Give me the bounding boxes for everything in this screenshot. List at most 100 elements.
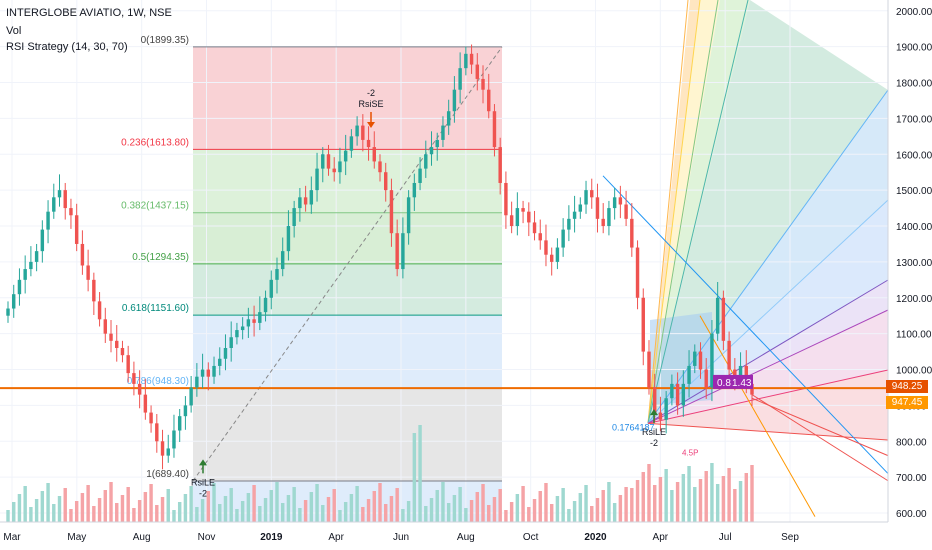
candle-body xyxy=(635,247,640,298)
volume-bar xyxy=(349,494,354,522)
price-tick-label: 1600.00 xyxy=(896,150,932,161)
time-tick-label: 2019 xyxy=(260,532,283,543)
candle-body xyxy=(435,139,439,148)
candle-body xyxy=(750,383,754,395)
candle-body xyxy=(218,358,222,366)
fib-level-label: 1(689.40) xyxy=(146,469,189,480)
volume-bar xyxy=(475,492,480,522)
volume-bar xyxy=(63,488,67,522)
candle-body xyxy=(567,218,571,230)
candle-body xyxy=(326,154,331,169)
candle-body xyxy=(675,383,680,406)
volume-bar xyxy=(452,495,457,522)
candle-body xyxy=(406,197,411,234)
price-label-alt: 947.45 xyxy=(886,396,928,410)
volume-bar xyxy=(544,483,548,522)
volume-bar xyxy=(435,490,439,522)
candle-body xyxy=(155,423,159,442)
volume-bar xyxy=(607,482,611,522)
candle-body xyxy=(469,53,474,65)
signal-qty: -2 xyxy=(650,438,658,448)
candle-body xyxy=(687,365,691,384)
volume-bar xyxy=(504,510,508,522)
fan-ray xyxy=(647,279,889,424)
candle-body xyxy=(395,233,399,270)
fib-level-label: 0.5(1294.35) xyxy=(132,252,189,263)
time-tick-label: Jul xyxy=(719,532,732,543)
candle-body xyxy=(630,218,634,248)
volume-bar xyxy=(670,490,674,522)
volume-bar xyxy=(275,482,279,522)
volume-bar xyxy=(624,487,628,522)
time-tick-label: Nov xyxy=(198,532,216,543)
annotation-text: 0.8 xyxy=(717,378,731,389)
fib-level-label: 0.618(1151.60) xyxy=(122,303,189,314)
price-tick-label: 600.00 xyxy=(896,509,927,520)
candle-body xyxy=(401,233,405,270)
time-tick-label: Oct xyxy=(523,532,539,543)
time-tick-label: Aug xyxy=(133,532,151,543)
volume-bar xyxy=(183,494,188,522)
volume-bar xyxy=(166,489,170,522)
candle-body xyxy=(29,261,33,270)
volume-bar xyxy=(481,484,485,522)
candle-body xyxy=(446,111,451,126)
volume-bar xyxy=(464,508,468,522)
candle-body xyxy=(733,369,737,377)
candle-body xyxy=(338,161,342,173)
price-tick-label: 1900.00 xyxy=(896,43,932,54)
candle-body xyxy=(115,340,119,348)
volume-bar xyxy=(487,505,491,522)
volume-bar xyxy=(641,472,645,522)
candle-body xyxy=(332,168,336,173)
candle-body xyxy=(372,147,376,162)
candle-body xyxy=(315,168,319,191)
candles xyxy=(6,44,754,470)
volume-bar xyxy=(406,501,411,522)
candle-body xyxy=(595,197,600,219)
candle-body xyxy=(126,355,130,374)
candle-body xyxy=(12,294,16,309)
fib-level-label: 0(1899.35) xyxy=(141,35,189,46)
fib-zone xyxy=(193,480,502,522)
volume-bar xyxy=(74,501,79,522)
fan-box xyxy=(650,312,712,405)
candle-body xyxy=(69,208,73,216)
candle-body xyxy=(532,222,537,234)
strategy-indicator-label[interactable]: RSI Strategy (14, 30, 70) xyxy=(6,41,128,53)
trend-line xyxy=(751,397,889,457)
volume-bar xyxy=(280,503,285,522)
fan-ray xyxy=(647,0,749,424)
volume-bar xyxy=(12,502,16,522)
candle-body xyxy=(195,376,199,388)
volume-bar xyxy=(578,493,583,522)
volume-bar xyxy=(715,484,720,522)
price-tick-label: 1200.00 xyxy=(896,294,932,305)
candle-body xyxy=(252,319,256,323)
volume-bar xyxy=(492,497,497,522)
volume-bar xyxy=(738,481,743,522)
volume-bar xyxy=(601,490,605,522)
candle-body xyxy=(441,125,445,140)
fib-level-label: 0.236(1613.80) xyxy=(121,137,189,148)
volume-bar xyxy=(532,499,537,522)
volume-bar xyxy=(206,491,211,522)
fan-ray xyxy=(647,0,689,424)
volume-bar xyxy=(137,500,142,522)
volume-bar xyxy=(561,488,565,522)
candle-body xyxy=(86,265,90,280)
candle-body xyxy=(412,182,417,198)
candle-body xyxy=(103,319,108,334)
volume-bar xyxy=(235,509,239,522)
price-label-last: 948.25 xyxy=(886,380,928,394)
fan-ray xyxy=(647,199,889,424)
volume-indicator-label[interactable]: Vol xyxy=(6,25,22,37)
signal-label: RsiSE xyxy=(358,99,383,109)
candle-body xyxy=(309,190,314,205)
volume-bar xyxy=(69,509,73,522)
candle-body xyxy=(200,369,205,377)
fib-retracement[interactable]: 0(1899.35) 0.236(1613.80) 0.382(1437.15) 0.… xyxy=(121,35,503,482)
volume-bar xyxy=(229,488,233,522)
